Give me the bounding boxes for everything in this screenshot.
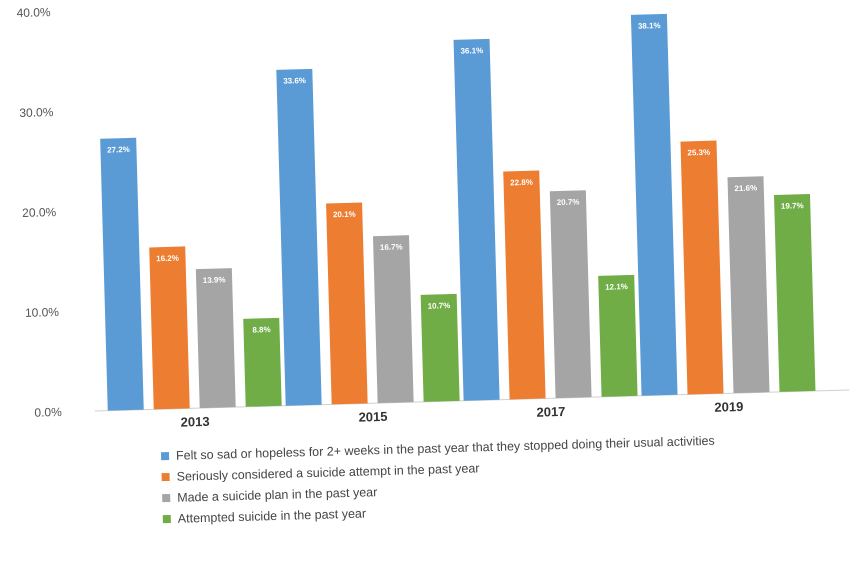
y-tick-label: 30.0% (19, 105, 54, 120)
legend-label: Made a suicide plan in the past year (177, 484, 378, 505)
bar (420, 293, 460, 402)
bar (195, 268, 236, 409)
x-category-label: 2019 (714, 399, 743, 415)
bar-data-label: 22.8% (510, 178, 533, 188)
y-tick-label: 0.0% (34, 405, 62, 420)
bar-data-label: 16.2% (156, 254, 179, 264)
x-category-label: 2015 (358, 409, 387, 425)
bar-data-label: 21.6% (734, 183, 757, 193)
bar-data-label: 20.7% (557, 197, 580, 207)
y-tick-label: 40.0% (16, 5, 51, 20)
bar-data-label: 25.3% (687, 148, 710, 158)
bar-data-label: 27.2% (107, 145, 130, 155)
bar (372, 235, 414, 404)
bar-data-label: 33.6% (283, 76, 306, 86)
bar (326, 202, 368, 405)
legend-swatch (160, 451, 170, 460)
legend-swatch (162, 493, 171, 502)
legend-swatch (161, 472, 170, 481)
bar (727, 176, 770, 394)
bar (100, 137, 144, 411)
y-tick-label: 10.0% (25, 305, 60, 320)
x-axis-categories: 2013 2015 2017 2019 (180, 399, 743, 430)
bar (149, 246, 190, 410)
bar-data-label: 10.7% (427, 301, 450, 311)
x-category-label: 2017 (536, 404, 565, 420)
bars: 27.2% 16.2% 13.9% 8.8% 33.6% 20.1% 16.7% 10.7% 3… (100, 13, 816, 411)
x-category-label: 2013 (180, 414, 209, 430)
bar-data-label: 13.9% (203, 275, 226, 285)
bar (680, 140, 724, 395)
y-axis-ticks: 0.0% 10.0% 20.0% 30.0% 40.0% (16, 5, 62, 420)
legend-label: Attempted suicide in the past year (177, 505, 367, 526)
bar-data-label: 38.1% (638, 21, 661, 31)
bar (276, 68, 322, 406)
bar (503, 170, 546, 400)
legend: Felt so sad or hopeless for 2+ weeks in … (160, 430, 717, 529)
bar (598, 274, 638, 397)
bar-data-label: 19.7% (781, 201, 804, 211)
y-tick-label: 20.0% (22, 205, 57, 220)
bar (243, 317, 282, 407)
bar (549, 190, 592, 399)
bar (630, 13, 678, 396)
bar-data-label: 36.1% (460, 46, 483, 56)
bar-data-label: 12.1% (605, 282, 628, 292)
bar (453, 38, 500, 401)
bar-data-label: 8.8% (252, 325, 270, 335)
bar-data-label: 20.1% (333, 210, 356, 220)
bar (773, 193, 816, 392)
legend-swatch (162, 514, 171, 523)
bar-data-label: 16.7% (380, 242, 403, 252)
